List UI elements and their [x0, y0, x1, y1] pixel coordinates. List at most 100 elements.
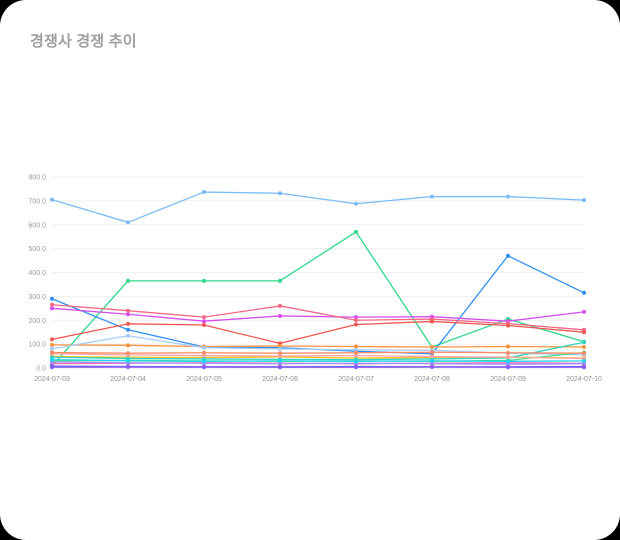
series-coral-point-2024-07-10: [582, 351, 586, 356]
series-teal-point-2024-07-10: [582, 340, 586, 345]
series-sky-blue-point-2024-07-10: [582, 198, 586, 203]
y-tick-label: 300.0: [28, 294, 46, 301]
series-violet: [50, 365, 586, 370]
x-tick-label: 2024-07-08: [414, 376, 450, 383]
x-tick-label: 2024-07-03: [34, 376, 70, 383]
series-cyan-point-2024-07-08: [430, 358, 434, 363]
series-royal-blue-point-2024-07-10: [582, 290, 586, 295]
series-violet-point-2024-07-09: [506, 365, 510, 370]
x-tick-label: 2024-07-09: [490, 376, 526, 383]
series-lavender-point-2024-07-06: [278, 361, 282, 366]
series-red-point-2024-07-09: [506, 323, 510, 328]
series-rose-point-2024-07-04: [126, 308, 130, 313]
series-sky-blue-point-2024-07-05: [202, 190, 206, 195]
x-tick-label: 2024-07-07: [338, 376, 374, 383]
series-bright-green-point-2024-07-04: [126, 278, 130, 283]
series-violet-point-2024-07-08: [430, 365, 434, 370]
y-tick-label: 500.0: [28, 246, 46, 253]
series-sky-blue: [50, 190, 586, 225]
series-orange-point-2024-07-09: [506, 344, 510, 349]
series-sky-blue-point-2024-07-08: [430, 194, 434, 199]
series-coral-point-2024-07-07: [354, 350, 358, 355]
x-tick-label: 2024-07-06: [262, 376, 298, 383]
y-tick-label: 400.0: [28, 270, 46, 277]
series-cyan-point-2024-07-07: [354, 359, 358, 364]
series-coral-point-2024-07-06: [278, 351, 282, 356]
series-light-blue-point-2024-07-03: [50, 346, 54, 351]
series-orange-point-2024-07-06: [278, 344, 282, 349]
series-coral-point-2024-07-04: [126, 351, 130, 356]
series-sky-blue-point-2024-07-03: [50, 197, 54, 202]
series-cyan-point-2024-07-09: [506, 359, 510, 364]
series-salmon-point-2024-07-09: [506, 355, 510, 360]
series-orange-point-2024-07-07: [354, 344, 358, 349]
series-royal-blue: [50, 253, 586, 356]
series-cyan-point-2024-07-10: [582, 358, 586, 363]
series-red: [50, 319, 586, 346]
grid-lines: [52, 176, 584, 369]
series-red-point-2024-07-08: [430, 319, 434, 324]
series-violet-point-2024-07-04: [126, 365, 130, 370]
series-teal: [50, 340, 586, 362]
series-coral: [50, 350, 586, 356]
series-royal-blue-line: [51, 255, 585, 355]
series-rose: [50, 302, 586, 332]
series-sky-blue-point-2024-07-07: [354, 201, 358, 206]
series-light-blue-point-2024-07-05: [202, 345, 206, 350]
y-tick-label: 600.0: [28, 222, 46, 229]
x-axis-tick-labels: 2024-07-03 2024-07-04 2024-07-05 2024-07-06…: [34, 376, 602, 383]
series-red-line: [51, 320, 585, 345]
series-violet-point-2024-07-03: [50, 365, 54, 370]
series-red-point-2024-07-03: [50, 337, 54, 342]
series-lavender-point-2024-07-08: [430, 361, 434, 366]
series-teal-line: [51, 341, 585, 361]
series-coral-point-2024-07-03: [50, 350, 54, 355]
series-royal-blue-point-2024-07-03: [50, 296, 54, 301]
series-rose-point-2024-07-03: [50, 302, 54, 307]
series-royal-blue-point-2024-07-04: [126, 327, 130, 332]
y-axis-tick-labels: 0.0 100.0 200.0 300.0 400.0 500.0 600.0 700.0 80…: [28, 175, 46, 373]
series-sky-blue-point-2024-07-09: [506, 194, 510, 199]
series-cyan-point-2024-07-04: [126, 358, 130, 363]
series-magenta-point-2024-07-03: [50, 306, 54, 311]
series-lavender-line: [51, 361, 585, 365]
series-lavender: [50, 360, 586, 367]
series-light-blue-point-2024-07-07: [354, 347, 358, 352]
series-orange-point-2024-07-04: [126, 343, 130, 348]
y-tick-label: 700.0: [28, 198, 46, 205]
series-rose-point-2024-07-05: [202, 315, 206, 320]
series-light-blue-point-2024-07-04: [126, 333, 130, 338]
series-bright-green-point-2024-07-07: [354, 229, 358, 234]
series-coral-point-2024-07-09: [506, 350, 510, 355]
series-cyan-point-2024-07-06: [278, 358, 282, 363]
series-cyan-line: [51, 358, 585, 362]
series-red-point-2024-07-05: [202, 323, 206, 328]
series-orange-line: [51, 344, 585, 348]
series-coral-point-2024-07-08: [430, 350, 434, 355]
series-red-point-2024-07-10: [582, 330, 586, 335]
series-cyan: [50, 357, 586, 364]
series-salmon-point-2024-07-07: [354, 353, 358, 358]
series-violet-point-2024-07-06: [278, 365, 282, 370]
series-cyan-point-2024-07-05: [202, 359, 206, 364]
series-magenta-line: [51, 307, 585, 322]
series-bright-green-point-2024-07-06: [278, 278, 282, 283]
series-magenta-point-2024-07-07: [354, 315, 358, 320]
series-bright-green-point-2024-07-05: [202, 278, 206, 283]
series-salmon-point-2024-07-06: [278, 354, 282, 359]
y-tick-label: 200.0: [28, 318, 46, 325]
series-orange-point-2024-07-03: [50, 342, 54, 347]
series-royal-blue-point-2024-07-09: [506, 253, 510, 258]
x-tick-label: 2024-07-04: [110, 376, 146, 383]
series-magenta-point-2024-07-06: [278, 313, 282, 318]
series-sky-blue-point-2024-07-06: [278, 191, 282, 196]
chart-title: 경쟁사 경쟁 추이: [30, 33, 137, 50]
series-magenta-point-2024-07-10: [582, 309, 586, 314]
series-salmon-line: [51, 353, 585, 360]
series-orange-point-2024-07-08: [430, 344, 434, 349]
series-violet-point-2024-07-07: [354, 365, 358, 370]
series-red-point-2024-07-04: [126, 321, 130, 326]
series-light-blue-point-2024-07-06: [278, 346, 282, 351]
